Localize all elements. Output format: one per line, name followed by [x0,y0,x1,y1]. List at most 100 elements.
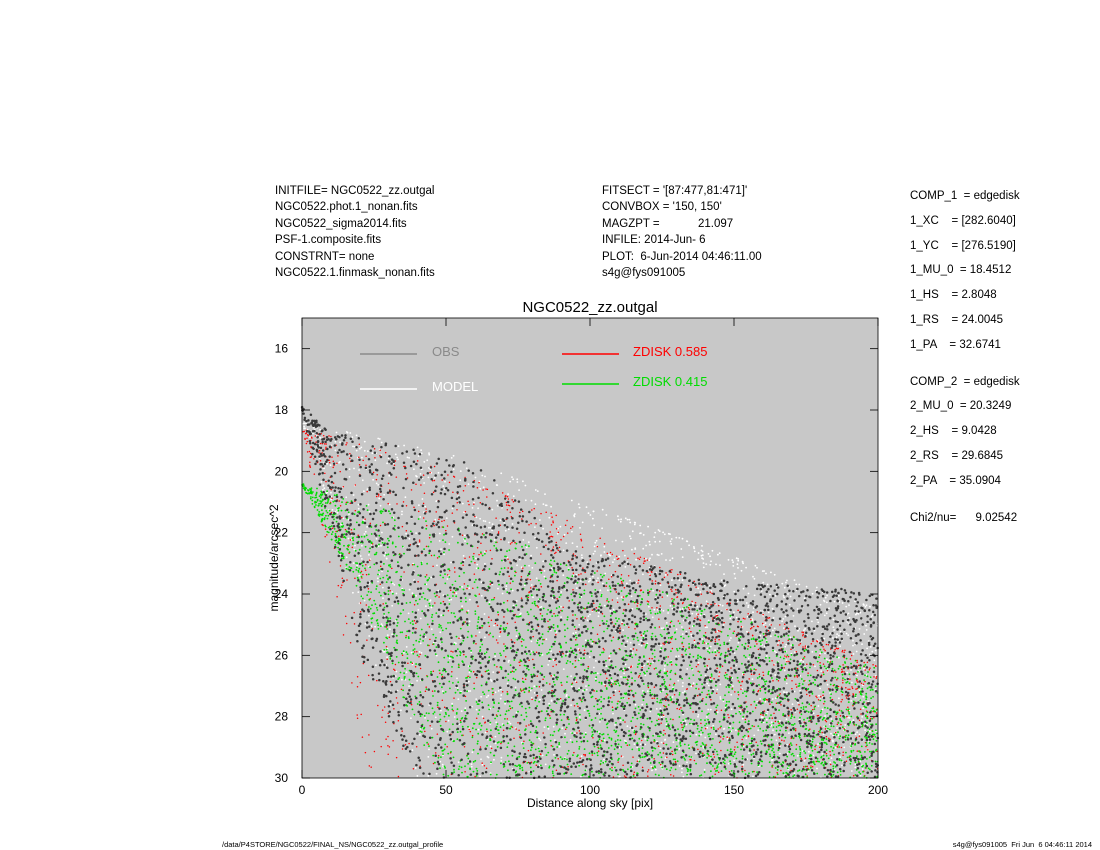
data-point [653,608,656,611]
data-point [683,743,686,746]
data-point [422,474,425,476]
data-point [685,717,688,720]
data-point [481,533,484,535]
data-point [472,760,475,763]
data-point [868,668,871,671]
data-point [553,560,556,562]
data-point [813,629,816,632]
data-point [471,736,474,739]
data-point [750,753,753,756]
data-point [451,708,454,711]
data-point [689,758,691,761]
data-point [319,460,322,462]
data-point [591,609,594,611]
data-point [495,547,498,550]
data-point [442,773,445,776]
data-point [764,700,767,703]
data-point [461,534,464,537]
data-point [819,652,822,655]
data-point [471,507,474,509]
data-point [346,442,348,444]
data-point [803,765,805,768]
data-point [559,563,562,566]
data-point [311,437,313,439]
data-point [624,554,626,557]
data-point [569,739,572,741]
data-point [384,451,387,454]
data-point [305,491,307,494]
data-point [376,622,379,625]
data-point [865,696,868,699]
data-point [666,663,669,666]
data-point [480,594,483,597]
data-point [534,537,536,539]
data-point [667,612,669,614]
data-point [716,688,719,691]
data-point [672,758,675,761]
data-point [663,576,666,579]
data-point [861,725,863,728]
data-point [453,612,455,615]
data-point [567,567,570,570]
data-point [778,639,780,642]
data-point [710,590,713,592]
data-point [347,537,350,540]
data-point [482,486,485,489]
data-point [874,760,877,763]
data-point [494,655,496,658]
data-point [399,631,402,634]
data-point [722,735,725,738]
data-point [804,647,806,649]
data-point [475,708,478,711]
data-point [701,550,704,553]
data-point [698,647,700,649]
data-point [524,678,527,681]
data-point [349,452,351,455]
data-point [593,524,595,527]
data-point [733,590,736,593]
data-point [857,613,860,615]
data-point [856,731,858,734]
data-point [740,620,742,623]
data-point [452,740,455,743]
data-point [378,497,381,500]
data-point [725,686,728,688]
data-point [858,733,861,736]
data-point [802,633,804,636]
data-point [744,773,747,776]
data-point [522,480,524,483]
data-point [483,613,486,615]
data-point [660,553,663,555]
data-point [540,652,543,655]
data-point [664,665,666,667]
data-point [869,676,872,679]
data-point [386,656,388,659]
data-point [482,520,485,522]
data-point [580,776,582,778]
data-point [671,724,674,727]
data-point [689,768,692,771]
data-point [700,726,703,729]
data-point [529,689,532,692]
data-point [506,693,509,696]
data-point [526,574,529,577]
data-point [720,709,723,711]
data-point [860,745,863,748]
data-point [457,663,460,666]
data-point [587,667,590,670]
data-point [429,724,431,727]
data-point [524,728,527,731]
data-point [497,531,500,533]
data-point [615,591,618,593]
data-point [352,570,355,573]
data-point [428,452,430,454]
data-point [401,525,404,528]
data-point [570,704,572,706]
data-point [751,725,754,727]
data-point [418,504,420,507]
data-point [417,609,420,611]
data-point [540,689,543,691]
data-point [468,620,471,623]
data-point [617,582,619,585]
data-point [704,631,707,634]
